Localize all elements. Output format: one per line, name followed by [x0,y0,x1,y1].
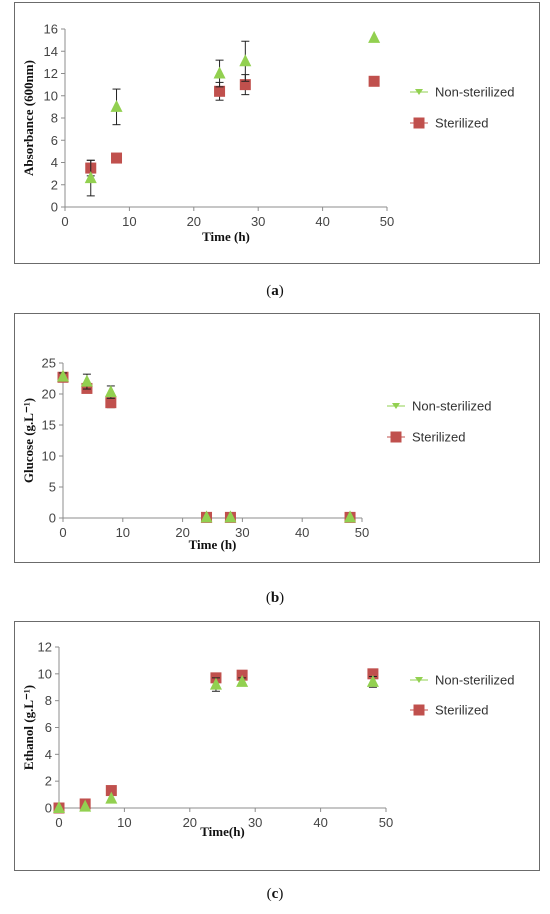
x-tick-label: 10 [122,214,136,229]
y-tick-label: 8 [45,693,52,708]
y-tick-label: 0 [45,801,52,816]
y-axis-label: Glucose (g.L⁻¹) [21,398,36,483]
y-tick-label: 5 [49,480,56,495]
legend-label: Sterilized [435,703,488,718]
x-tick-label: 30 [251,214,265,229]
data-point-non-sterilized [57,369,69,382]
legend-marker [392,403,400,409]
legend-label: Non-sterilized [435,673,514,688]
caption-a: (a) [266,283,284,299]
y-tick-label: 10 [44,88,58,103]
y-tick-label: 4 [51,155,58,170]
y-tick-label: 6 [51,133,58,148]
data-point-non-sterilized [200,510,213,523]
data-point-sterilized [367,668,379,680]
x-tick-label: 40 [313,815,327,830]
x-tick-label: 20 [175,525,189,540]
legend-label: Sterilized [412,430,465,445]
x-tick-label: 50 [380,214,394,229]
data-point-sterilized [239,79,251,91]
x-tick-label: 40 [295,525,309,540]
y-tick-label: 0 [49,511,56,526]
x-tick-label: 10 [116,525,130,540]
caption-c-letter: c [271,886,279,902]
y-tick-label: 14 [44,44,58,59]
legend-marker [390,431,402,443]
data-point-non-sterilized [110,99,123,112]
data-point-non-sterilized [366,674,379,687]
y-tick-label: 15 [42,418,56,433]
data-point-non-sterilized [236,674,249,687]
chart-panel-c: 0 2 4 6 8 10 12 0 10 20 30 40 50 Time(h) Ethanol (g.L⁻… [14,621,540,871]
y-tick-label: 12 [38,640,52,655]
x-tick-label: 20 [187,214,201,229]
y-tick-label: 4 [45,747,52,762]
chart-panel-b: 0 5 10 15 20 25 0 10 20 30 40 50 Time (h) Glucose (g.… [14,313,540,563]
legend-marker [413,704,425,716]
data-point-sterilized [105,785,117,797]
y-tick-label: 6 [45,720,52,735]
x-tick-label: 20 [183,815,197,830]
data-point-non-sterilized [105,791,118,804]
legend-marker [415,677,423,683]
x-tick-label: 0 [61,214,68,229]
y-tick-label: 2 [51,177,58,192]
data-point-non-sterilized [224,510,237,523]
data-point-non-sterilized [239,54,252,67]
legend-label: Non-sterilized [435,85,514,100]
y-axis-label: Ethanol (g.L⁻¹) [21,685,36,770]
y-tick-label: 8 [51,111,58,126]
data-point-sterilized [214,85,226,97]
x-tick-label: 30 [248,815,262,830]
glucose-chart: 0 5 10 15 20 25 0 10 20 30 40 50 Time (h) Glucose (g.… [21,356,491,553]
x-tick-label: 10 [117,815,131,830]
caption-b-letter: b [270,590,280,606]
legend-label: Sterilized [435,116,488,131]
y-tick-label: 10 [38,666,52,681]
y-tick-label: 12 [44,66,58,81]
data-point-sterilized [111,152,123,164]
caption-a-letter: a [271,283,279,299]
data-point-sterilized [105,397,117,409]
y-axis-label: Absorbance (600nm) [21,60,36,176]
x-tick-label: 50 [379,815,393,830]
data-point-non-sterilized [344,510,357,523]
ethanol-chart: 0 2 4 6 8 10 12 0 10 20 30 40 50 Time(h) Ethanol (g.L⁻… [21,640,514,840]
y-tick-label: 10 [42,449,56,464]
x-axis-label: Time (h) [202,229,250,244]
absorbance-chart: 0 2 4 6 8 10 12 14 16 0 10 20 30 40 50 Time (h) Absorban… [21,22,514,245]
x-tick-label: 0 [55,815,62,830]
x-tick-label: 0 [59,525,66,540]
data-point-non-sterilized [80,374,93,387]
y-tick-label: 25 [42,356,56,371]
legend-marker [413,117,425,129]
data-point-non-sterilized [53,801,65,813]
legend-marker [415,89,423,95]
data-point-non-sterilized [209,677,222,690]
x-tick-label: 30 [235,525,249,540]
data-point-non-sterilized [213,66,226,79]
data-point-non-sterilized [79,799,92,812]
chart-panel-a: 0 2 4 6 8 10 12 14 16 0 10 20 30 40 50 Time (h) Absorban… [14,2,540,264]
data-point-non-sterilized [104,385,117,398]
y-tick-label: 20 [42,387,56,402]
x-axis-label: Time(h) [200,824,245,839]
data-point-non-sterilized [368,30,381,43]
y-tick-label: 2 [45,774,52,789]
caption-c: (c) [266,886,284,902]
x-axis-label: Time (h) [189,537,237,552]
y-tick-label: 0 [51,200,58,215]
legend-label: Non-sterilized [412,399,491,414]
x-tick-label: 40 [315,214,329,229]
data-point-sterilized [368,75,380,87]
y-tick-label: 16 [44,22,58,37]
x-tick-label: 50 [355,525,369,540]
data-point-non-sterilized [84,171,97,184]
caption-b: (b) [265,590,285,606]
